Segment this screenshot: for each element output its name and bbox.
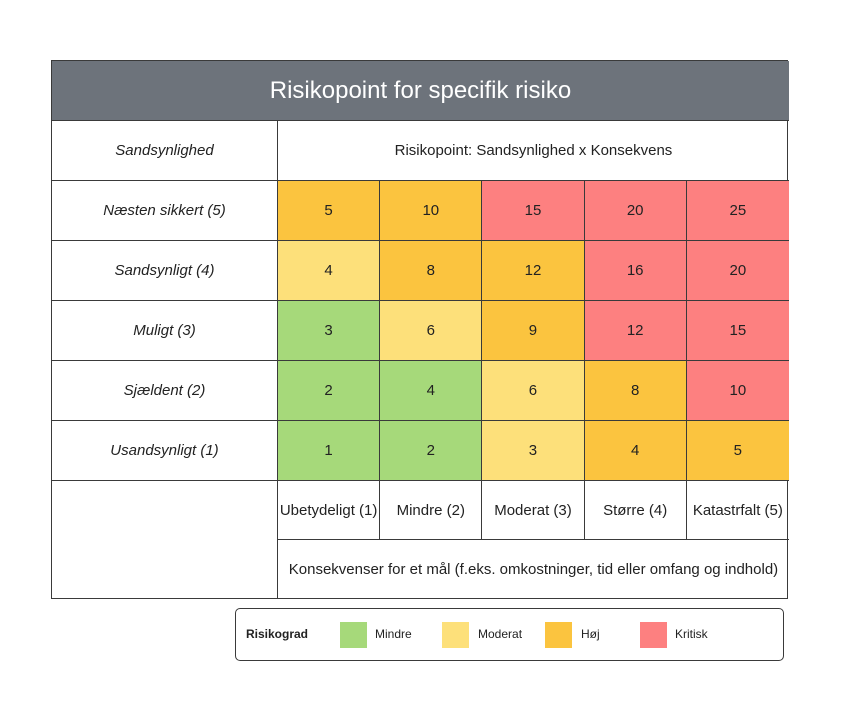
- column-label-stoerre: Større (4): [584, 481, 687, 540]
- row-label-usandsynligt: Usandsynligt (1): [52, 421, 278, 481]
- score-cell: 12: [482, 241, 585, 301]
- score-cell: 2: [278, 361, 381, 421]
- consequence-axis-label: Konsekvenser for et mål (f.eks. omkostni…: [288, 560, 779, 578]
- legend-label-moderat: Moderat: [478, 627, 523, 641]
- score-cell: 10: [686, 361, 789, 421]
- formula-header: Risikopoint: Sandsynlighed x Konsekvens: [278, 121, 789, 181]
- score-cell: 4: [380, 361, 483, 421]
- score-cell: 4: [584, 421, 687, 481]
- row-label-naesten-sikkert: Næsten sikkert (5): [52, 181, 278, 241]
- score-cell: 8: [584, 361, 687, 421]
- legend-label-kritisk: Kritisk: [675, 627, 708, 641]
- score-cell: 20: [584, 181, 687, 241]
- column-label-moderat: Moderat (3): [482, 481, 585, 540]
- score-cell: 6: [380, 301, 483, 361]
- matrix-title: Risikopoint for specifik risiko: [52, 61, 789, 121]
- row-label-muligt: Muligt (3): [52, 301, 278, 361]
- score-cell: 9: [482, 301, 585, 361]
- row-label-sjaeldent: Sjældent (2): [52, 361, 278, 421]
- score-cell: 15: [686, 301, 789, 361]
- score-cell: 3: [278, 301, 381, 361]
- risk-matrix: Risikopoint for specifik risiko Sandsynl…: [51, 60, 789, 599]
- row-label-sandsynligt: Sandsynligt (4): [52, 241, 278, 301]
- score-cell: 8: [380, 241, 483, 301]
- legend-label-mindre: Mindre: [375, 627, 412, 641]
- row-header-label: Sandsynlighed: [52, 121, 278, 181]
- score-cell: 3: [482, 421, 585, 481]
- legend-swatch-hoej: [545, 622, 572, 648]
- score-cell: 1: [278, 421, 381, 481]
- column-label-mindre: Mindre (2): [380, 481, 483, 540]
- score-cell: 5: [686, 421, 789, 481]
- score-cell: 12: [584, 301, 687, 361]
- legend-title: Risikograd: [246, 627, 309, 641]
- score-cell: 25: [686, 181, 789, 241]
- blank-corner-cell: [52, 481, 278, 598]
- legend-swatch-moderat: [442, 622, 469, 648]
- column-label-ubetydeligt: Ubetydeligt (1): [278, 481, 381, 540]
- score-cell: 16: [584, 241, 687, 301]
- legend-swatch-kritisk: [640, 622, 667, 648]
- legend-label-hoej: Høj: [581, 627, 600, 641]
- score-cell: 20: [686, 241, 789, 301]
- score-cell: 15: [482, 181, 585, 241]
- legend-swatch-mindre: [340, 622, 367, 648]
- score-cell: 5: [278, 181, 381, 241]
- score-cell: 6: [482, 361, 585, 421]
- risk-level-legend: Risikograd Mindre Moderat Høj Kritisk: [235, 608, 784, 661]
- score-cell: 4: [278, 241, 381, 301]
- column-label-katastrofalt: Katastrfalt (5): [686, 481, 789, 540]
- score-cell: 10: [380, 181, 483, 241]
- score-cell: 2: [380, 421, 483, 481]
